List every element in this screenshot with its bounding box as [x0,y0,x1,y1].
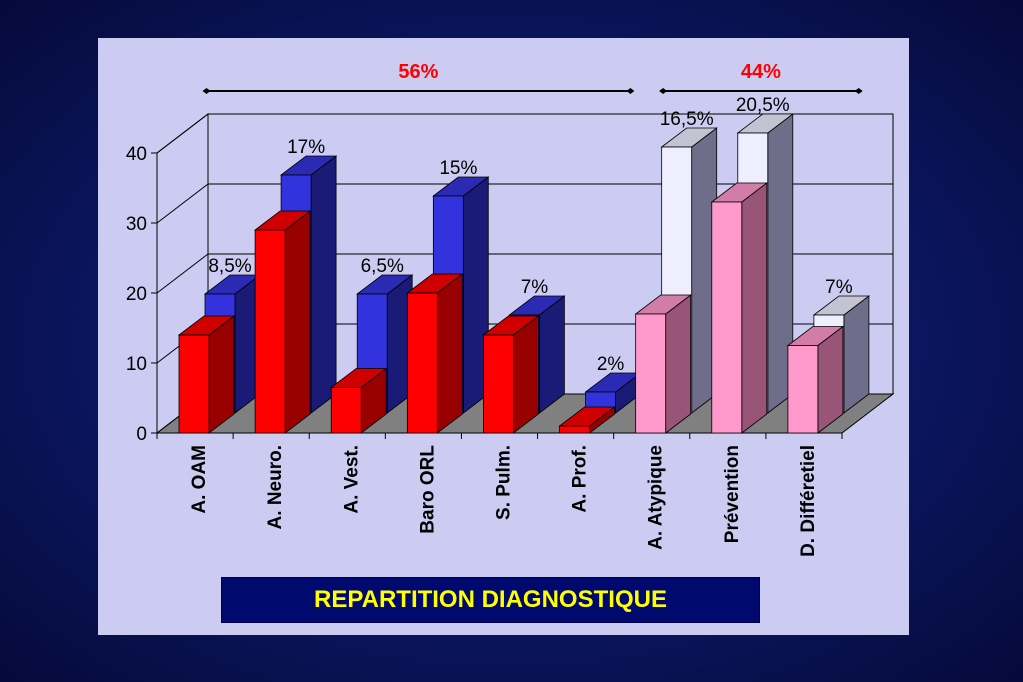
category-label: A. Atypique [646,445,667,550]
data-label: 17% [287,137,325,158]
category-label: S. Pulm. [494,445,515,520]
caption-box: REPARTITION DIAGNOSTIQUE [221,577,760,623]
bar-front-front [559,425,590,434]
bar-front-front [635,313,667,434]
bar-front-side [665,294,692,434]
data-label: 8,5% [208,256,251,277]
category-label: A. Prof. [570,445,591,513]
bar-front-front [483,334,514,434]
bar-back-side [843,295,870,414]
category-label: A. Neuro. [265,445,286,529]
y-tick-label: 0 [136,424,147,445]
category-label: A. Vest. [341,445,362,514]
data-label: 20,5% [736,95,790,116]
bar-front-side [284,210,311,434]
group-bracket-end [626,88,635,94]
bar-front [710,182,768,434]
y-tick-label: 30 [126,214,147,235]
y-tick-label: 10 [126,354,147,375]
bar-back-side [539,295,565,414]
data-label: 6,5% [361,256,404,277]
data-label: 15% [439,158,477,179]
category-label: A. OAM [189,445,210,514]
bar-front-side [208,315,235,434]
bar-front-side [741,182,768,434]
data-label: 2% [597,354,625,375]
bar-front-front [178,334,210,434]
data-label: 16,5% [660,109,714,130]
bar-front [634,294,692,434]
bar-front [330,367,388,434]
group-bracket-end [202,88,211,94]
category-label: Prévention [722,445,743,543]
bar-front-front [254,229,286,434]
bar-front [253,210,312,434]
bar-front-front [406,292,438,434]
group-percent-label: 44% [741,61,781,83]
data-label: 7% [825,277,853,298]
bar-front-side [513,315,539,434]
bar-back-side [310,155,337,414]
y-tick-label: 40 [126,144,147,165]
y-tick-label: 20 [126,284,147,305]
group-percent-label: 56% [398,61,438,83]
bar-front [786,325,845,434]
bar-front-front [711,201,743,434]
bar-front [558,406,616,434]
bar-front-side [436,273,463,434]
gridline [156,113,893,154]
bar-front [406,273,464,434]
chart-caption: REPARTITION DIAGNOSTIQUE [314,586,667,613]
category-label: Baro ORL [417,445,438,534]
bar-front [482,315,540,434]
data-label: 7% [521,277,549,298]
bar-front-front [330,387,362,434]
group-bracket-end [659,88,668,94]
group-bracket-end [854,88,863,94]
bar-front-front [787,345,819,434]
bar-front [177,315,236,434]
category-label: D. Différetiel [798,445,819,557]
